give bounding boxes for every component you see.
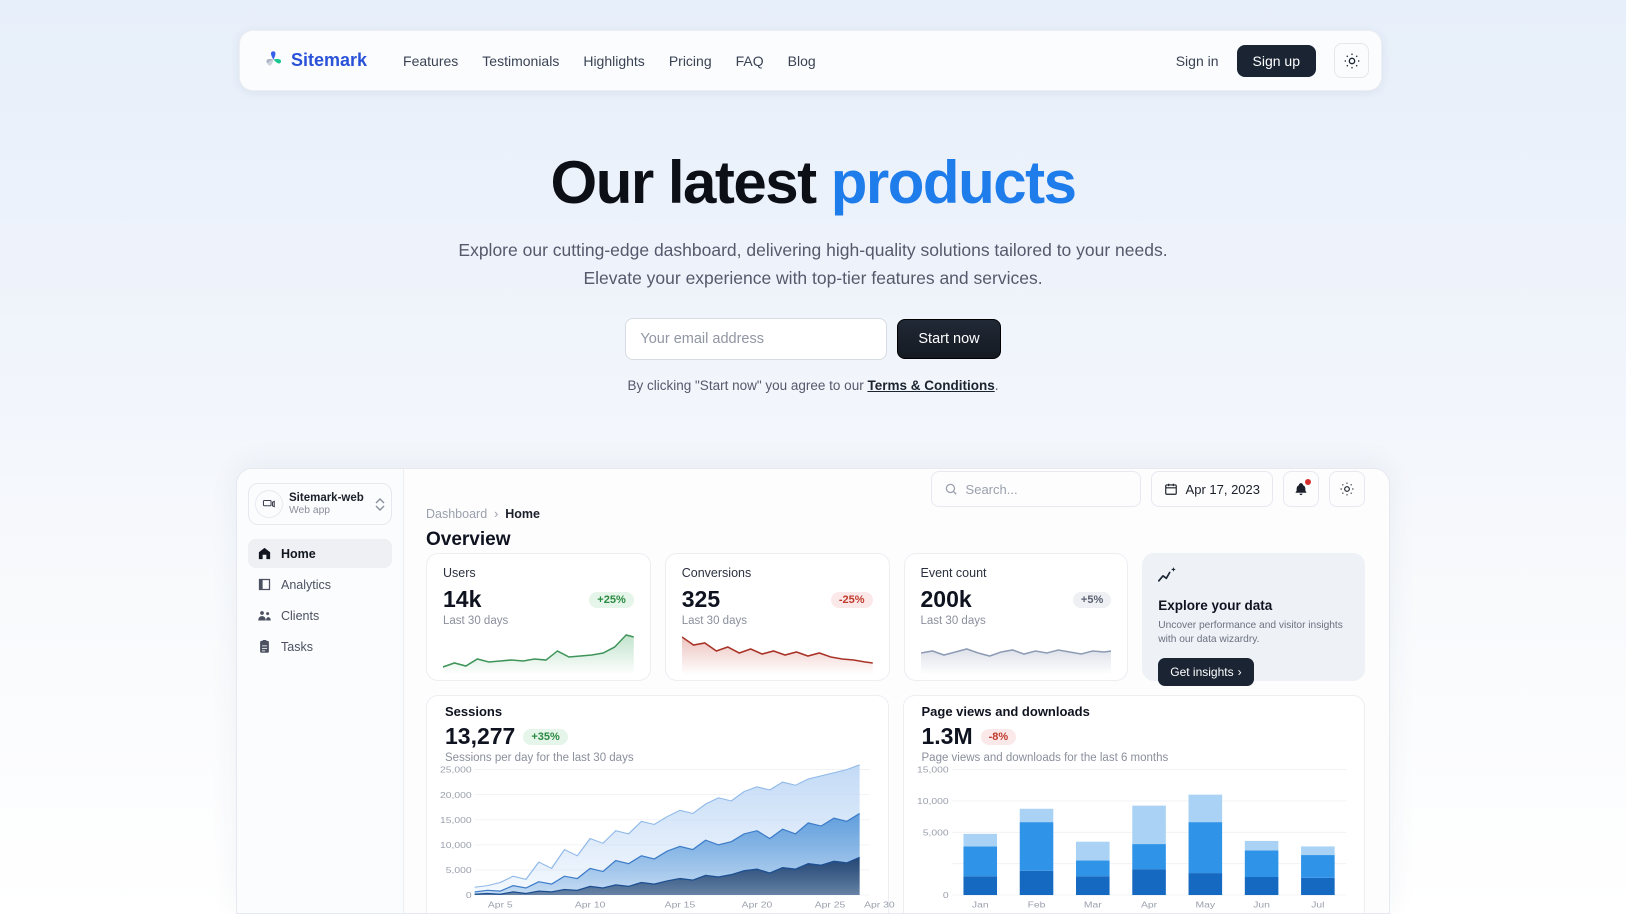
svg-text:May: May (1195, 901, 1215, 910)
svg-text:Apr 10: Apr 10 (575, 901, 606, 910)
svg-text:Apr: Apr (1140, 901, 1156, 910)
svg-text:Apr 25: Apr 25 (815, 901, 846, 910)
svg-text:Mar: Mar (1083, 901, 1101, 910)
svg-text:0: 0 (942, 891, 948, 900)
svg-text:Apr 5: Apr 5 (488, 901, 513, 910)
svg-text:20,000: 20,000 (440, 791, 472, 800)
svg-text:5,000: 5,000 (922, 828, 948, 837)
svg-text:10,000: 10,000 (916, 797, 948, 806)
svg-text:Jan: Jan (971, 901, 988, 910)
svg-text:25,000: 25,000 (440, 766, 472, 775)
svg-text:0: 0 (466, 891, 472, 900)
svg-text:5,000: 5,000 (446, 866, 472, 875)
svg-text:Apr 30: Apr 30 (864, 901, 895, 910)
svg-text:Apr 20: Apr 20 (742, 901, 773, 910)
svg-text:15,000: 15,000 (916, 766, 948, 775)
svg-text:Jul: Jul (1311, 901, 1324, 910)
svg-text:Jun: Jun (1253, 901, 1270, 910)
svg-text:10,000: 10,000 (440, 841, 472, 850)
svg-text:Feb: Feb (1027, 901, 1045, 910)
svg-text:Apr 15: Apr 15 (665, 901, 696, 910)
svg-text:15,000: 15,000 (440, 816, 472, 825)
